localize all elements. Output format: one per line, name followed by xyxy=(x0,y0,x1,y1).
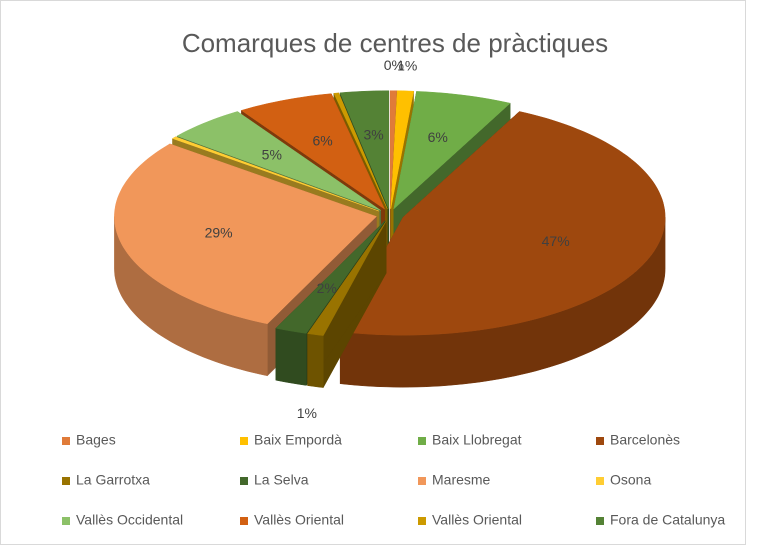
slice xyxy=(307,220,387,388)
slice-top xyxy=(339,111,666,336)
legend-swatch xyxy=(240,517,248,525)
legend-swatch xyxy=(62,517,70,525)
legend-swatch xyxy=(596,517,604,525)
slice-top xyxy=(275,220,386,334)
legend-swatch xyxy=(62,477,70,485)
data-label: 29% xyxy=(205,225,233,241)
legend-label: Baix Empordà xyxy=(254,432,342,448)
legend-label: Vallès Oriental xyxy=(254,512,344,528)
legend-swatch xyxy=(596,437,604,445)
data-label: 6% xyxy=(312,132,332,148)
data-label: 3% xyxy=(363,127,383,143)
slice-side xyxy=(275,327,307,386)
slice-top xyxy=(240,93,386,210)
legend-label: Fora de Catalunya xyxy=(610,512,725,528)
data-label: 6% xyxy=(428,129,448,145)
data-label: 1% xyxy=(397,57,417,73)
slice-top xyxy=(389,90,397,209)
legend-swatch xyxy=(418,477,426,485)
legend-swatch xyxy=(418,517,426,525)
slice-top xyxy=(176,111,381,211)
legend-label: La Selva xyxy=(254,472,309,488)
legend-swatch xyxy=(418,437,426,445)
legend-label: Bages xyxy=(76,432,116,448)
data-label: 2% xyxy=(317,280,337,296)
data-label: 5% xyxy=(262,147,282,163)
slice-top xyxy=(339,90,389,209)
slice-top xyxy=(114,143,377,325)
slice-top xyxy=(390,90,414,209)
slice-top xyxy=(393,91,511,210)
data-label: 47% xyxy=(542,233,570,249)
slice xyxy=(339,110,666,388)
legend-label: Osona xyxy=(610,472,651,488)
slice-top xyxy=(171,136,380,212)
chart-title: Comarques de centres de pràctiques xyxy=(182,28,608,58)
data-label: 0% xyxy=(384,57,404,73)
legend-label: Vallès Oriental xyxy=(432,512,522,528)
data-label: 1% xyxy=(297,405,317,421)
legend-label: Maresme xyxy=(432,472,491,488)
legend-label: Baix Llobregat xyxy=(432,432,522,448)
legend-swatch xyxy=(240,477,248,485)
legend-swatch xyxy=(596,477,604,485)
legend-label: La Garrotxa xyxy=(76,472,150,488)
legend-swatch xyxy=(62,437,70,445)
legend-swatch xyxy=(240,437,248,445)
slice-top xyxy=(307,220,387,336)
slice-side xyxy=(307,333,324,388)
slice-top xyxy=(333,92,388,209)
legend-label: Barcelonès xyxy=(610,432,680,448)
legend-label: Vallès Occidental xyxy=(76,512,183,528)
